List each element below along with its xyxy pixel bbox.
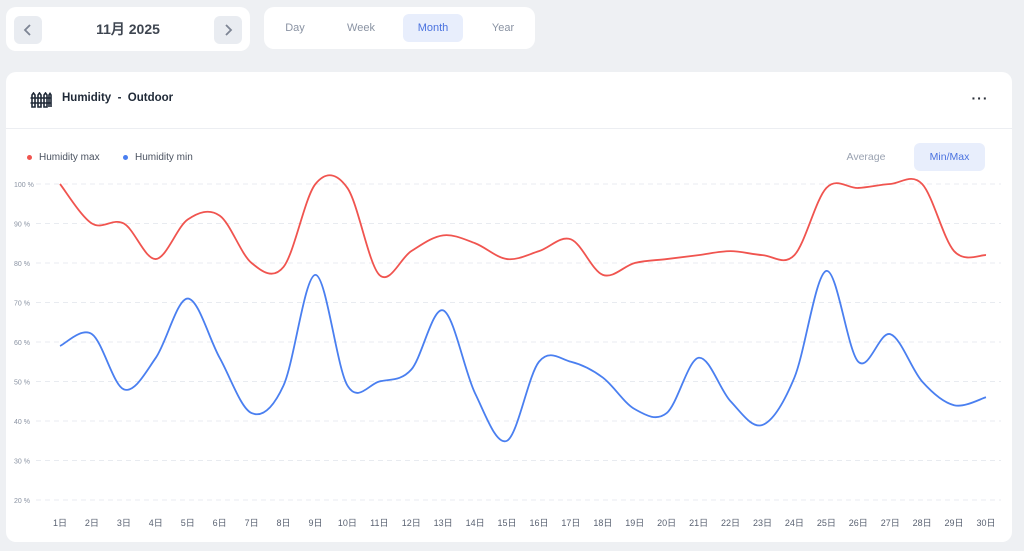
- x-tick-label: 6日: [213, 518, 227, 528]
- more-options-button[interactable]: ···: [970, 88, 990, 108]
- x-tick-label: 27日: [881, 518, 900, 528]
- tab-month[interactable]: Month: [403, 14, 463, 42]
- legend-label-min: Humidity min: [135, 152, 193, 163]
- x-tick-label: 19日: [625, 518, 644, 528]
- legend-item-humidity-min: Humidity min: [123, 152, 193, 163]
- x-tick-label: 15日: [498, 518, 517, 528]
- mode-minmax-button[interactable]: Min/Max: [914, 143, 985, 171]
- y-tick-label: 100 %: [14, 182, 34, 189]
- legend-item-humidity-max: Humidity max: [27, 152, 100, 163]
- x-tick-label: 14日: [466, 518, 485, 528]
- x-tick-label: 29日: [945, 518, 964, 528]
- y-tick-label: 40 %: [14, 419, 30, 426]
- y-tick-label: 80 %: [14, 261, 30, 268]
- date-navigator: 11月 2025: [6, 7, 250, 51]
- y-tick-label: 20 %: [14, 498, 30, 505]
- x-tick-label: 5日: [181, 518, 195, 528]
- x-tick-label: 4日: [149, 518, 163, 528]
- chevron-right-icon: [225, 24, 233, 36]
- series-line-humidity-min: [59, 269, 987, 443]
- x-tick-label: 13日: [434, 518, 453, 528]
- next-month-button[interactable]: [214, 16, 242, 44]
- x-tick-label: 16日: [529, 518, 548, 528]
- current-period-label: 11月 2025: [96, 21, 160, 37]
- x-tick-label: 17日: [561, 518, 580, 528]
- x-tick-label: 30日: [976, 518, 995, 528]
- more-icon: ···: [971, 90, 989, 106]
- humidity-chart-card: Humidity - Outdoor ··· Humidity max Humi…: [6, 72, 1012, 542]
- legend-dot-min: [123, 155, 128, 160]
- x-tick-label: 24日: [785, 518, 804, 528]
- y-tick-label: 30 %: [14, 459, 30, 466]
- x-tick-label: 23日: [753, 518, 772, 528]
- x-tick-label: 8日: [277, 518, 291, 528]
- y-tick-label: 50 %: [14, 380, 30, 387]
- x-tick-label: 28日: [913, 518, 932, 528]
- tab-day[interactable]: Day: [285, 22, 305, 34]
- x-tick-label: 11日: [370, 518, 388, 528]
- y-tick-label: 60 %: [14, 340, 30, 347]
- x-tick-label: 12日: [402, 518, 421, 528]
- y-tick-label: 90 %: [14, 222, 30, 229]
- x-tick-label: 22日: [721, 518, 740, 528]
- x-tick-label: 18日: [593, 518, 612, 528]
- tab-week[interactable]: Week: [347, 22, 375, 34]
- legend-dot-max: [27, 155, 32, 160]
- x-tick-label: 2日: [85, 518, 99, 528]
- fence-icon: [30, 92, 52, 108]
- chevron-left-icon: [23, 24, 31, 36]
- tab-year[interactable]: Year: [491, 22, 515, 34]
- prev-month-button[interactable]: [14, 16, 42, 44]
- card-title: Humidity - Outdoor: [62, 92, 174, 104]
- x-tick-label: 26日: [849, 518, 868, 528]
- y-tick-label: 70 %: [14, 301, 30, 308]
- x-tick-label: 25日: [817, 518, 836, 528]
- x-tick-label: 9日: [308, 518, 322, 528]
- x-tick-label: 7日: [245, 518, 259, 528]
- x-tick-label: 20日: [657, 518, 676, 528]
- x-tick-label: 10日: [338, 518, 357, 528]
- x-tick-label: 1日: [53, 518, 67, 528]
- x-tick-label: 3日: [117, 518, 131, 528]
- x-tick-label: 21日: [689, 518, 708, 528]
- series-line-humidity-max: [59, 174, 987, 279]
- card-header: Humidity - Outdoor ···: [6, 72, 1012, 129]
- legend-label-max: Humidity max: [39, 152, 100, 163]
- period-tabs: Day Week Month Year: [264, 7, 535, 49]
- mode-average-button[interactable]: Average: [846, 151, 886, 163]
- humidity-line-chart: 100 % 90 % 80 % 70 % 60 % 50 % 40 % 30 % 20 % 1日 2…: [14, 174, 1001, 528]
